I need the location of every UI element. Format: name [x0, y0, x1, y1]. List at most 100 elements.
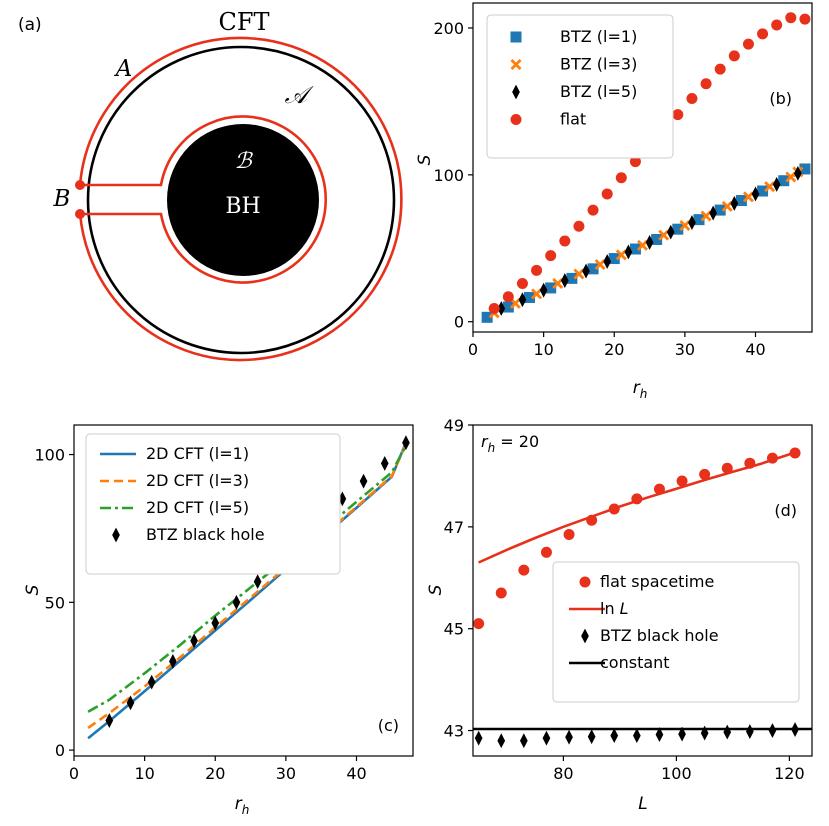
panel-b-point-0-7: [629, 243, 641, 255]
panel-d-label: (d): [774, 501, 797, 520]
panel-c-legend-label-2: 2D CFT (l=5): [146, 498, 249, 517]
panel-c-point-3-7: [253, 574, 262, 590]
panel-b-point-3-8: [601, 188, 613, 200]
panel-b-point-0-2: [524, 291, 535, 303]
panel-c-point-3-12: [359, 473, 368, 489]
panel-b-point-0-13: [757, 185, 769, 197]
panel-b-xtick-label-0: 0: [468, 340, 478, 359]
panel-d-point-2-2: [520, 733, 528, 749]
panel-b-point-3-7: [587, 204, 599, 216]
panel-b-point-3-6: [573, 220, 585, 232]
panel-b-point-0-1: [502, 301, 514, 313]
panel-b-point-2-5: [603, 254, 612, 269]
panel-b-point-3-16: [714, 63, 726, 75]
panel-b-point-1-1: [509, 297, 521, 309]
panel-b-legend-label-3: flat: [560, 110, 586, 129]
panel-d-ytick-label-0: 43: [444, 722, 464, 741]
panel-c-xtick-label-4: 40: [346, 764, 366, 783]
panel-d-point-0-2: [518, 564, 530, 576]
panel-c-legend-label-0: 2D CFT (l=1): [146, 444, 249, 463]
panel-c-legend: 2D CFT (l=1) 2D CFT (l=3) 2D CFT (l=5) BTZ …: [85, 433, 341, 575]
label-bh: BH: [225, 194, 260, 219]
panel-c-xlabel: rh: [235, 794, 250, 817]
panel-b-point-1-3: [552, 278, 564, 290]
panel-b-point-2-9: [688, 215, 696, 231]
panel-b-point-0-0: [481, 311, 493, 323]
panel-d-point-2-7: [633, 728, 641, 744]
panel-d-legend: flat spacetime ln L BTZ black hole constant: [552, 561, 800, 703]
panel-d-ytick-label-2: 47: [444, 518, 464, 537]
panel-b-legend-swatch-3: [510, 114, 522, 125]
panel-d-point-0-10: [699, 468, 711, 480]
panel-b-point-3-0: [488, 303, 500, 314]
panel-d-point-0-4: [563, 528, 575, 540]
panel-d-legend-label-0: flat spacetime: [600, 572, 714, 591]
panel-d-legend-label-1: ln L: [600, 599, 629, 618]
panel-d-chart: 80 100 120 43 45 47 49 rh = 20 (d) L S flat sp…: [426, 416, 813, 814]
panel-c-ytick-label-1: 50: [45, 593, 65, 612]
panel-b-point-2-11: [730, 196, 739, 211]
panel-d-point-0-1: [495, 587, 507, 599]
panel-d-xtick-label-0: 80: [553, 764, 573, 783]
panel-d-annotation: rh = 20: [481, 432, 539, 455]
panel-b-point-3-17: [728, 50, 740, 62]
panel-b-point-1-4: [573, 268, 585, 280]
panel-b-point-3-14: [686, 92, 698, 104]
panel-b-point-0-12: [735, 195, 747, 207]
panel-b-point-2-12: [751, 186, 760, 202]
panel-d-xtick-label-2: 120: [774, 764, 805, 783]
panel-b-point-3-20: [771, 19, 783, 31]
panel-b-ytick-label-1: 100: [433, 166, 464, 185]
boundary-region-a: [78, 36, 403, 362]
panel-c-point-3-5: [211, 615, 220, 631]
panel-a-label: (a): [18, 15, 42, 35]
panel-c-frame: [73, 424, 414, 757]
black-hole: [167, 124, 319, 276]
label-region-a: A: [114, 56, 133, 82]
panel-b-point-0-10: [693, 214, 705, 226]
panel-b-point-0-9: [672, 223, 684, 235]
panel-b-point-2-13: [772, 176, 781, 192]
panel-b-point-1-8: [658, 229, 670, 241]
panel-b-point-3-4: [545, 250, 557, 262]
panel-b-point-2-2: [539, 282, 548, 298]
panel-b-point-2-4: [582, 263, 590, 279]
panel-d-point-2-1: [497, 733, 506, 749]
panel-b-point-1-10: [700, 210, 712, 222]
panel-c-point-3-1: [126, 695, 135, 711]
panel-b-point-1-11: [721, 200, 733, 212]
panel-b-point-1-13: [764, 181, 776, 193]
panel-c-legend-swatch-3: [112, 527, 120, 543]
panel-b-point-0-6: [608, 253, 620, 265]
label-region-b: B: [53, 186, 71, 212]
panel-d-point-2-3: [542, 730, 551, 746]
panel-c-ytick-label-0: 0: [55, 741, 65, 760]
panel-b-point-1-6: [615, 249, 627, 261]
panel-b-point-3-21: [785, 12, 797, 24]
panel-b-point-0-11: [714, 204, 726, 216]
panel-b-point-0-5: [587, 263, 599, 275]
panel-b-point-3-19: [757, 28, 769, 40]
panel-d-point-2-8: [655, 727, 664, 743]
panel-d-point-2-0: [474, 730, 483, 746]
panel-b-ytick-label-0: 0: [454, 313, 464, 332]
panel-b-frame: [472, 2, 813, 333]
panel-b-point-2-10: [709, 205, 717, 221]
panel-d-legend-swatch-2: [581, 628, 589, 644]
label-region-b-script: ℬ: [234, 149, 253, 174]
panel-c-line-2: [87, 445, 408, 713]
panel-c-point-3-0: [105, 713, 114, 728]
panel-b-legend: BTZ (l=1) BTZ (l=3) BTZ (l=5) flat: [486, 14, 674, 159]
panel-d-legend-label-2: BTZ black hole: [600, 626, 719, 645]
panel-d-point-2-6: [610, 728, 619, 744]
panel-b-point-3-9: [615, 172, 627, 184]
panel-b-legend-swatch-1: [510, 59, 522, 70]
panel-b-point-2-8: [666, 224, 675, 240]
panel-d-point-2-4: [565, 729, 573, 745]
panel-b-ytick-label-2: 200: [433, 19, 464, 38]
panel-b-ylabel: S: [415, 154, 435, 165]
panel-d-ytick-label-1: 45: [444, 620, 464, 639]
